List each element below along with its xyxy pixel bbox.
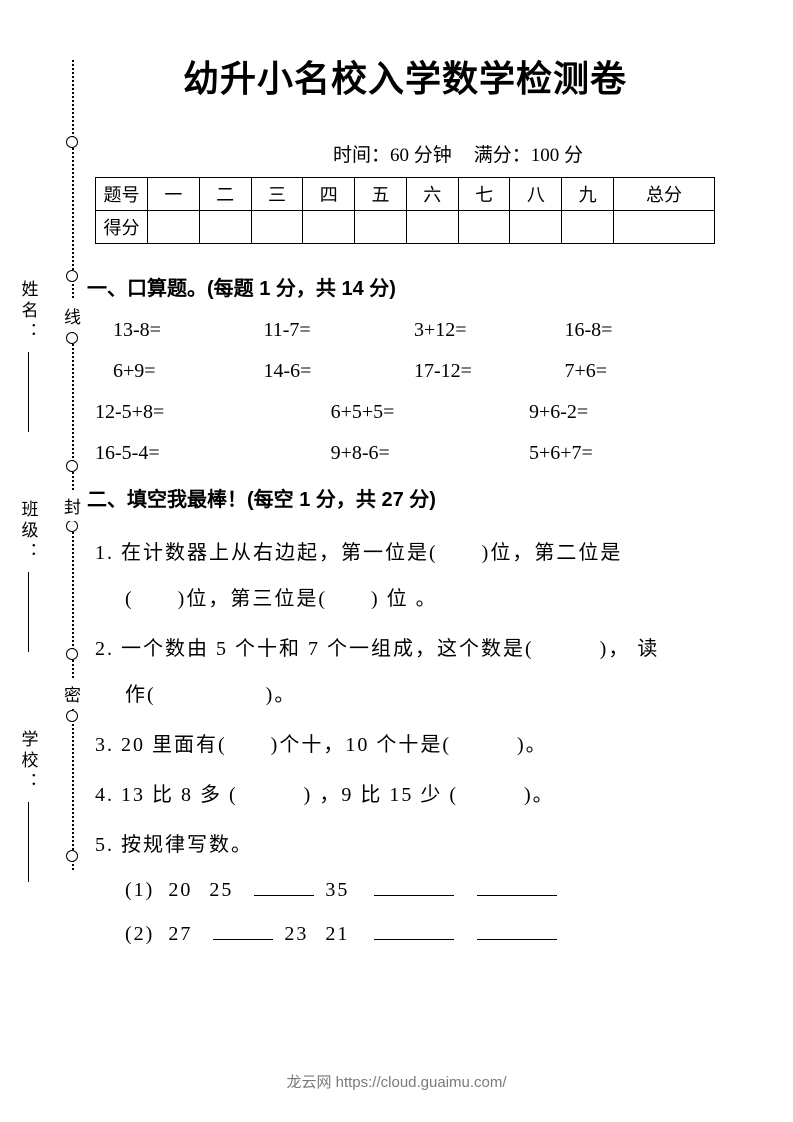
exam-meta: 时间：60 分钟 满分：100 分 <box>95 140 715 167</box>
blank <box>477 874 557 896</box>
q5: 5. 按规律写数。 <box>95 822 715 868</box>
seq1: (1) 20 25 35 <box>95 874 715 902</box>
table-row: 题号 一 二 三 四 五 六 七 八 九 总分 <box>96 178 715 211</box>
blank <box>374 874 454 896</box>
q3: 3. 20 里面有( )个十，10 个十是( )。 <box>95 722 715 768</box>
side-school: 学校： <box>16 730 41 793</box>
table-row: 得分 <box>96 211 715 244</box>
page-content: 幼升小名校入学数学检测卷 时间：60 分钟 满分：100 分 题号 一 二 三 四… <box>95 50 715 946</box>
full-value: 100 分 <box>531 145 583 166</box>
side-labels: 学校： 班级： 姓名： <box>14 80 42 870</box>
q4: 4. 13 比 8 多 ( ) ，9 比 15 少 ( )。 <box>95 772 715 818</box>
calc-row: 6+9= 14-6= 17-12= 7+6= <box>95 360 715 383</box>
blank <box>254 874 314 896</box>
full-label: 满分： <box>474 145 531 166</box>
score-table: 题号 一 二 三 四 五 六 七 八 九 总分 得分 <box>95 177 715 244</box>
blank <box>213 918 273 940</box>
binding-char-2: 封 <box>64 490 81 521</box>
seq2: (2) 27 23 21 <box>95 918 715 946</box>
section1-heading: 一、口算题。(每题 1 分，共 14 分) <box>87 272 715 301</box>
time-label: 时间： <box>333 145 390 166</box>
row2-label: 得分 <box>96 211 148 244</box>
blank <box>477 918 557 940</box>
section2-heading: 二、填空我最棒！(每空 1 分，共 27 分) <box>87 483 715 512</box>
time-value: 60 分钟 <box>390 145 452 166</box>
side-name: 姓名： <box>16 280 41 343</box>
binding-char-3: 密 <box>64 678 81 709</box>
q2: 2. 一个数由 5 个十和 7 个一组成，这个数是( )， 读 作( )。 <box>95 626 715 718</box>
q1: 1. 在计数器上从右边起，第一位是( )位，第二位是 ( )位，第三位是( ) … <box>95 530 715 622</box>
row1-label: 题号 <box>96 178 148 211</box>
blank <box>374 918 454 940</box>
calc-row: 13-8= 11-7= 3+12= 16-8= <box>95 319 715 342</box>
side-class: 班级： <box>16 500 41 563</box>
page-title: 幼升小名校入学数学检测卷 <box>95 50 715 102</box>
binding-line: 线 封 密 <box>58 60 88 870</box>
binding-char-1: 线 <box>64 300 81 331</box>
calc-row: 16-5-4= 9+8-6= 5+6+7= <box>95 442 715 465</box>
calc-row: 12-5+8= 6+5+5= 9+6-2= <box>95 401 715 424</box>
page-footer: 龙云网 https://cloud.guaimu.com/ <box>0 1071 793 1092</box>
